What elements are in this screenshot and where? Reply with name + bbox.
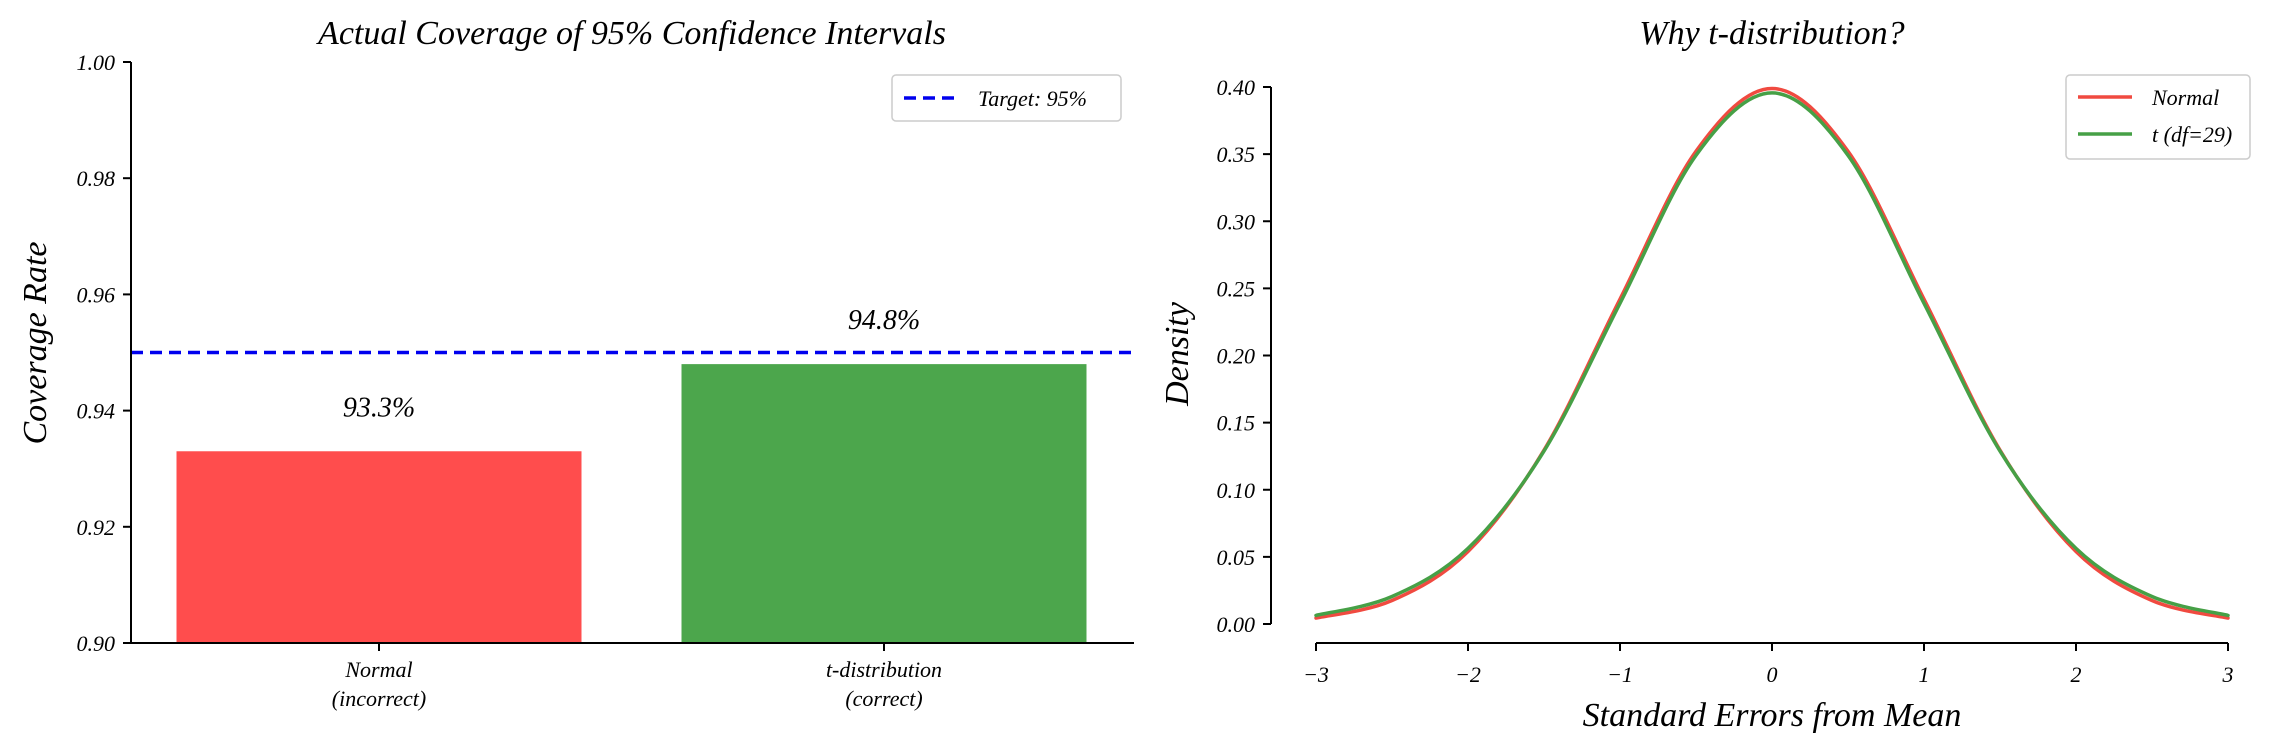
line-chart-x-tick-label: 3 — [2222, 662, 2234, 687]
line-chart-x-tick-label: 2 — [2071, 662, 2082, 687]
bar-chart-x-tick-label: (incorrect) — [332, 686, 426, 711]
line-chart-series — [1314, 86, 2230, 620]
bar-chart-y-tick-label: 0.94 — [77, 399, 116, 424]
line-chart-x-tick-label: 1 — [1919, 662, 1930, 687]
line-chart-x-tick-label: −2 — [1455, 662, 1481, 687]
bar-chart-data-label: 93.3% — [343, 392, 415, 423]
bar-chart-legend-label-target: Target: 95% — [978, 86, 1087, 111]
line-chart-x-tick-label: −1 — [1607, 662, 1633, 687]
line-chart-y-tick-label: 0.10 — [1217, 478, 1256, 503]
line-chart-y-tick-label: 0.05 — [1217, 545, 1256, 570]
line-chart-x-tick-label: −3 — [1303, 662, 1329, 687]
line-chart-y-tick-label: 0.00 — [1217, 612, 1256, 637]
line-chart: Why t-distribution? Density Standard Err… — [1159, 15, 2251, 734]
line-chart-y-ticks: 0.00 0.05 0.10 0.15 0.20 0.25 0.30 0.35 0.40 — [1217, 75, 1271, 637]
line-chart-series-t — [1314, 91, 2230, 618]
bar-chart-y-tick-label: 0.92 — [77, 515, 116, 540]
line-chart-y-tick-label: 0.25 — [1217, 276, 1256, 301]
line-chart-legend-label-t: t (df=29) — [2152, 122, 2232, 147]
line-chart-y-tick-label: 0.15 — [1217, 411, 1256, 436]
bar-chart-y-axis-label: Coverage Rate — [17, 242, 54, 445]
bar-chart-y-tick-label: 0.96 — [77, 282, 116, 307]
line-chart-y-tick-label: 0.35 — [1217, 142, 1256, 167]
bar-chart-y-tick-label: 0.90 — [77, 631, 116, 656]
line-chart-legend-label-normal: Normal — [2151, 85, 2219, 110]
bar-chart-x-ticks: Normal (incorrect) t-distribution (correct) — [332, 643, 942, 711]
bar-chart: Actual Coverage of 95% Confidence Interv… — [17, 15, 1134, 711]
line-chart-y-tick-label: 0.20 — [1217, 344, 1256, 369]
bar-chart-y-tick-label: 0.98 — [77, 166, 116, 191]
line-chart-y-axis-label: Density — [1159, 301, 1196, 407]
line-chart-series-normal — [1314, 86, 2230, 620]
bar-chart-legend: Target: 95% — [891, 74, 1122, 122]
line-chart-title: Why t-distribution? — [1639, 15, 1904, 52]
bar-chart-y-tick-label: 1.00 — [77, 50, 116, 75]
line-chart-y-tick-label: 0.40 — [1217, 75, 1256, 100]
bar-chart-y-ticks: 0.90 0.92 0.94 0.96 0.98 1.00 — [77, 50, 131, 656]
bar-chart-title: Actual Coverage of 95% Confidence Interv… — [316, 15, 946, 52]
line-chart-x-tick-label: 0 — [1767, 662, 1778, 687]
bar-chart-data-labels: 93.3% 94.8% — [343, 305, 920, 423]
line-chart-legend: Normal t (df=29) — [2065, 74, 2251, 160]
bar-chart-data-label: 94.8% — [848, 305, 920, 336]
line-chart-y-tick-label: 0.30 — [1217, 209, 1256, 234]
bar-chart-x-tick-label: t-distribution — [826, 657, 942, 682]
bar-chart-legend-frame — [891, 74, 1122, 122]
bar-chart-x-tick-label: Normal — [344, 657, 412, 682]
bar-chart-bar — [681, 364, 1087, 643]
bar-chart-x-tick-label: (correct) — [845, 686, 922, 711]
bar-chart-bars — [176, 364, 1087, 643]
bar-chart-bar — [176, 451, 582, 643]
line-chart-x-ticks: −3 −2 −1 0 1 2 3 — [1303, 643, 2234, 687]
line-chart-x-axis-label: Standard Errors from Mean — [1583, 697, 1962, 734]
